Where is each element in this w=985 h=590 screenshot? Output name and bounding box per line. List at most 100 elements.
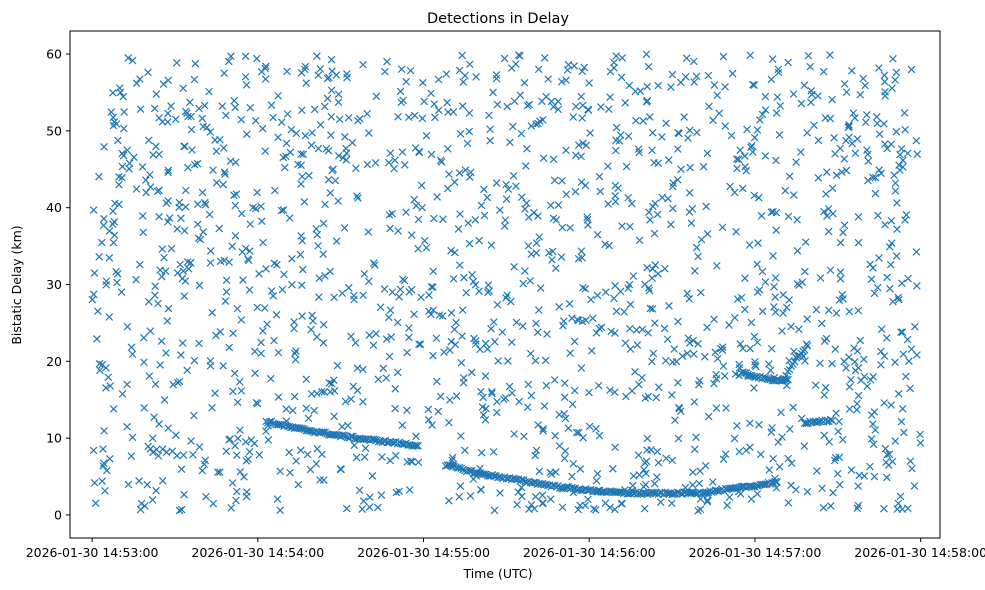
data-point	[109, 207, 117, 216]
data-point	[866, 260, 874, 269]
data-point	[216, 135, 224, 144]
data-point	[770, 303, 778, 311]
data-point	[485, 111, 493, 120]
data-point	[861, 81, 869, 90]
data-point	[212, 147, 221, 156]
data-point	[888, 457, 897, 466]
data-point	[686, 163, 695, 172]
data-point	[314, 71, 323, 80]
data-point	[447, 246, 455, 255]
data-point	[512, 318, 521, 327]
data-point	[771, 308, 780, 316]
data-point	[292, 347, 300, 355]
data-point	[360, 270, 369, 278]
data-point	[292, 129, 301, 138]
data-point	[132, 185, 141, 193]
data-point	[851, 358, 859, 366]
data-point	[889, 297, 897, 306]
data-point	[325, 379, 334, 387]
data-point	[871, 426, 880, 434]
data-point	[761, 152, 770, 160]
data-point	[517, 193, 526, 202]
data-point	[365, 331, 374, 339]
data-point	[177, 351, 185, 359]
data-point	[718, 223, 727, 232]
data-point	[206, 128, 215, 136]
data-point	[579, 101, 587, 110]
data-point	[465, 109, 474, 117]
data-point	[379, 364, 388, 373]
data-point	[257, 68, 266, 76]
data-point	[319, 320, 328, 329]
data-point	[525, 100, 534, 109]
data-point	[269, 292, 278, 300]
data-point	[595, 172, 604, 181]
data-point	[691, 267, 699, 275]
data-point	[227, 52, 235, 61]
data-point	[326, 189, 335, 197]
data-point	[819, 503, 828, 512]
data-point	[316, 65, 325, 73]
data-point	[213, 468, 222, 477]
data-point	[554, 201, 563, 209]
data-point	[733, 295, 742, 303]
data-point	[403, 406, 411, 415]
data-point	[181, 277, 190, 285]
data-point	[485, 287, 494, 295]
data-point	[125, 164, 133, 173]
data-point	[819, 67, 828, 76]
data-point	[540, 402, 549, 410]
data-point	[109, 88, 117, 97]
data-point	[394, 112, 402, 121]
data-point	[459, 378, 468, 387]
data-point	[225, 258, 233, 267]
data-point	[527, 122, 536, 130]
data-point	[353, 386, 362, 395]
data-point	[913, 351, 921, 359]
data-point	[660, 324, 669, 333]
data-point	[561, 414, 570, 423]
data-point	[136, 75, 144, 83]
data-point	[900, 428, 908, 437]
data-point	[434, 75, 443, 84]
data-point	[144, 68, 152, 77]
data-point	[173, 451, 181, 460]
data-point	[806, 62, 815, 71]
data-point	[209, 166, 217, 174]
data-point	[150, 413, 158, 422]
data-point	[369, 341, 378, 350]
data-point	[587, 295, 595, 304]
data-point	[800, 442, 809, 450]
data-point	[836, 268, 845, 276]
data-point	[303, 450, 312, 459]
data-point	[814, 174, 823, 182]
data-point	[826, 51, 834, 59]
data-point	[835, 480, 844, 489]
data-point	[824, 204, 833, 213]
data-point	[417, 181, 426, 190]
data-point	[734, 155, 743, 164]
data-point	[696, 288, 705, 297]
data-point	[297, 106, 306, 114]
data-point	[96, 366, 104, 375]
data-point	[483, 193, 492, 202]
data-point	[296, 250, 305, 259]
data-point	[344, 283, 353, 292]
data-point	[333, 361, 342, 370]
data-point	[102, 363, 110, 372]
data-point	[486, 136, 494, 145]
data-point	[368, 472, 377, 480]
data-point	[472, 73, 480, 81]
data-point	[422, 131, 431, 140]
data-point	[355, 486, 364, 495]
data-point	[870, 289, 879, 298]
data-point	[443, 144, 452, 153]
data-point	[478, 403, 487, 411]
data-point	[270, 336, 278, 345]
data-point	[139, 333, 148, 342]
data-point	[152, 486, 160, 495]
data-point	[521, 162, 530, 170]
data-point	[853, 399, 861, 408]
data-point	[850, 344, 858, 352]
data-point	[462, 288, 471, 297]
